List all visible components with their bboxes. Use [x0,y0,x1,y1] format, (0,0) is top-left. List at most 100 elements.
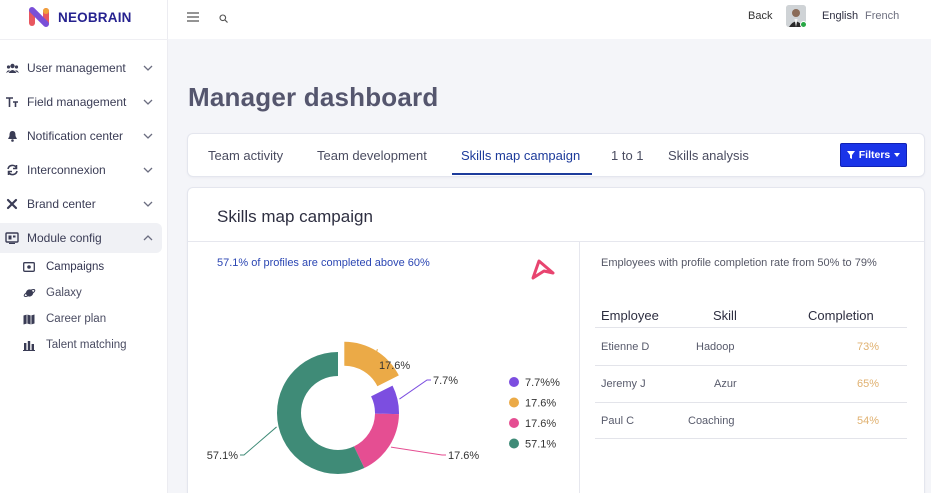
table-cell-skill: Coaching [688,415,735,427]
hamburger-menu-icon[interactable] [187,12,199,22]
pointer-cursor-icon [531,259,555,280]
search-icon[interactable] [219,14,228,23]
sidebar-subitem-campaigns[interactable]: Campaigns [22,256,104,278]
sidebar-item-label: Notification center [27,129,124,143]
sidebar-subitem-galaxy[interactable]: Galaxy [22,282,82,304]
topbar: Back English French [168,0,931,39]
legend-swatch [509,418,519,428]
tab-team-development[interactable]: Team development [317,147,427,163]
tools-icon [5,197,19,211]
tab-skills-map-campaign[interactable]: Skills map campaign [461,147,581,163]
sidebar-item-brand-center[interactable]: Brand center [0,189,162,219]
tab-skills-analysis[interactable]: Skills analysis [668,147,749,163]
language-french[interactable]: French [865,10,900,22]
sidebar: NEOBRAIN User management Field managemen… [0,0,168,493]
divider [0,39,168,40]
filter-icon [846,151,855,159]
tabs-bar: Team activity Team development Skills ma… [188,134,924,176]
map-icon [22,312,36,326]
table-cell-employee: Paul C [601,415,635,427]
chevron-down-icon [140,99,156,105]
completion-donut-chart: 17.6% 7.7% 17.6% 57.1% 7.7%% 17.6% 17.6% 57.1% [207,341,560,474]
donut-slice[interactable] [371,385,399,415]
table-row-divider [595,438,907,439]
tab-1-to-1[interactable]: 1 to 1 [611,147,644,163]
legend-label: 7.7%% [525,377,560,389]
legend-swatch [509,438,519,449]
sidebar-subitem-label: Talent matching [46,339,127,351]
chevron-down-icon [140,167,156,173]
campaign-icon [22,260,36,274]
legend-swatch [509,377,519,387]
legend-label: 17.6% [525,398,556,410]
table-cell-employee: Etienne D [601,341,650,353]
table-cell-skill: Hadoop [696,341,735,353]
column-header-skill[interactable]: Skill [713,308,737,323]
sidebar-item-field-management[interactable]: Field management [0,87,162,117]
text-format-icon [5,95,19,109]
completion-summary: 57.1% of profiles are completed above 60… [217,257,430,269]
online-status-dot [800,21,807,28]
card-title: Skills map campaign [217,207,373,226]
filters-button[interactable]: Filters [840,143,907,167]
sidebar-item-label: User management [27,61,126,75]
bell-icon [5,129,19,143]
dashboard-icon [5,231,19,245]
sync-icon [5,163,19,177]
table-row-divider [595,402,907,403]
sidebar-item-label: Brand center [27,197,96,211]
slice-leader-line [399,379,431,400]
back-link[interactable]: Back [748,10,773,22]
sidebar-subitem-talent-matching[interactable]: Talent matching [22,334,127,356]
sidebar-subitem-label: Galaxy [46,287,82,299]
divider [188,241,924,242]
logo[interactable]: NEOBRAIN [28,5,132,29]
sidebar-item-module-config[interactable]: Module config [0,223,162,253]
planet-icon [22,286,36,300]
table-cell-skill: Azur [714,378,737,390]
caret-down-icon [894,153,901,157]
table-cell-completion: 73% [857,341,880,353]
slice-leader-line [240,426,277,456]
chevron-down-icon [140,65,156,71]
donut-slice[interactable] [276,352,365,474]
table-header-divider [595,327,907,328]
slice-label: 7.7% [433,375,458,387]
table-cell-employee: Jeremy J [601,378,646,390]
neobrain-logo-icon [29,7,49,27]
legend-swatch [509,397,519,408]
donut-slice[interactable] [344,341,399,387]
chevron-up-icon [140,235,156,241]
table-cell-completion: 54% [857,415,880,427]
legend-label: 57.1% [525,439,556,451]
avatar[interactable] [786,5,806,27]
tab-team-activity[interactable]: Team activity [208,147,284,163]
completion-range-description: Employees with profile completion rate f… [601,257,877,269]
sidebar-item-notification-center[interactable]: Notification center [0,121,162,151]
sidebar-item-label: Field management [27,95,127,109]
divider [579,241,580,493]
users-icon [5,61,19,75]
column-header-employee[interactable]: Employee [601,308,659,323]
chevron-down-icon [140,201,156,207]
column-header-completion[interactable]: Completion [808,308,874,323]
page-title: Manager dashboard [188,82,439,112]
table-row-divider [595,365,907,366]
chevron-down-icon [140,133,156,139]
chart-bars-icon [22,338,36,352]
sidebar-subitem-label: Campaigns [46,261,105,273]
legend-label: 17.6% [525,418,556,430]
sidebar-item-label: Interconnexion [27,163,106,177]
slice-label: 17.6% [379,360,410,372]
slice-label: 57.1% [207,450,238,462]
sidebar-item-label: Module config [27,231,102,245]
sidebar-subitem-label: Career plan [46,313,107,325]
language-english[interactable]: English [822,10,859,22]
sidebar-item-interconnexion[interactable]: Interconnexion [0,155,162,185]
logo-text: NEOBRAIN [58,9,132,25]
sidebar-subitem-career-plan[interactable]: Career plan [22,308,106,330]
donut-slice[interactable] [353,413,399,469]
slice-leader-line [372,349,378,366]
sidebar-item-user-management[interactable]: User management [0,53,162,83]
slice-label: 17.6% [448,450,479,462]
